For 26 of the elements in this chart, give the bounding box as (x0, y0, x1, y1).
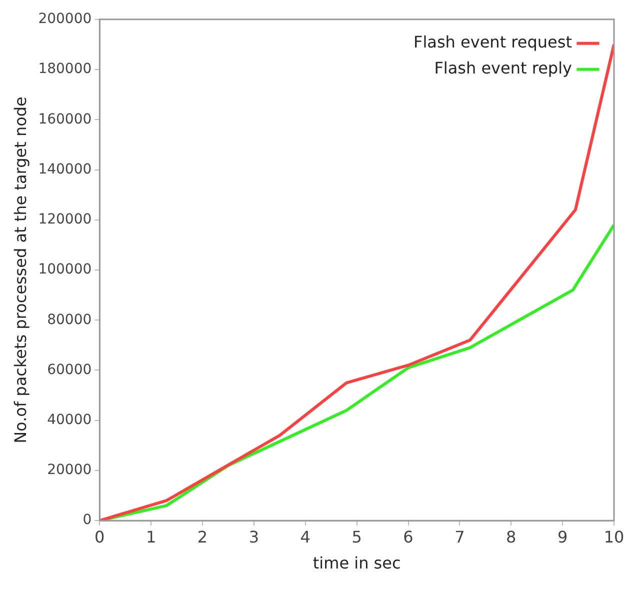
x-tick-label: 4 (300, 527, 310, 546)
x-tick-label: 9 (557, 527, 568, 546)
x-tick-label: 7 (454, 527, 465, 546)
y-tick-label: 120000 (38, 212, 92, 228)
x-tick-label: 0 (94, 527, 105, 546)
legend-label: Flash event reply (434, 58, 572, 78)
x-tick-label: 6 (403, 527, 414, 546)
x-tick-label: 10 (604, 527, 624, 546)
x-tick-label: 2 (197, 527, 208, 546)
y-tick-label: 160000 (38, 111, 92, 128)
x-tick-label: 8 (506, 527, 516, 546)
y-axis-title: No.of packets processed at the target node (10, 96, 30, 444)
y-tick-label: 140000 (38, 161, 92, 178)
x-axis-title: time in sec (312, 554, 401, 573)
y-tick-label: 200000 (38, 11, 92, 28)
y-tick-label: 180000 (38, 61, 92, 78)
x-tick-label: 5 (352, 527, 362, 546)
x-tick-label: 1 (146, 527, 156, 546)
y-tick-label: 20000 (47, 462, 92, 478)
y-tick-label: 60000 (47, 362, 92, 378)
y-tick-label: 0 (82, 512, 92, 528)
y-tick-label: 100000 (38, 262, 92, 278)
y-tick-label: 40000 (47, 412, 92, 428)
y-tick-label: 80000 (47, 312, 92, 328)
legend-label: Flash event request (414, 32, 572, 52)
x-tick-label: 3 (248, 527, 260, 546)
